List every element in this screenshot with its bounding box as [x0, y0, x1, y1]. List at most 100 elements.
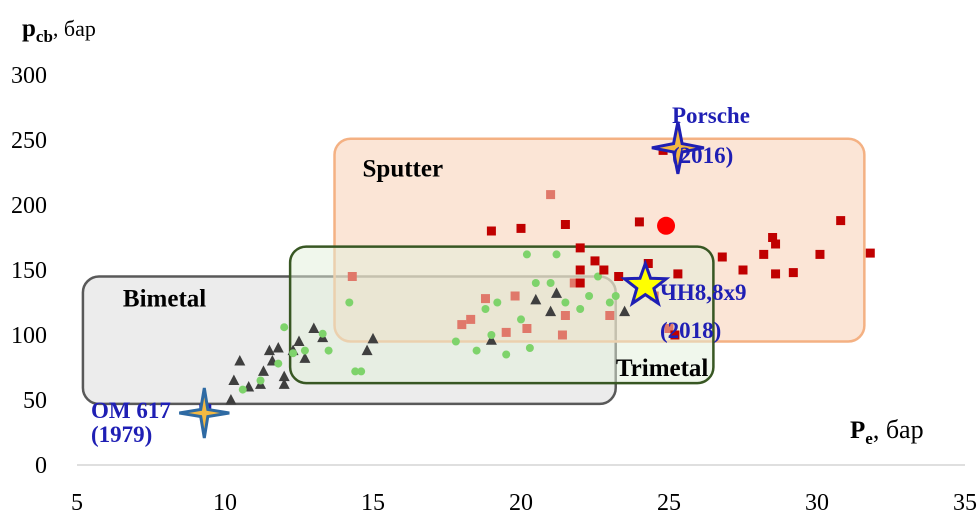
- data-point-triangle: [228, 374, 240, 385]
- x-tick-label: 15: [361, 490, 385, 516]
- data-point-square: [771, 239, 781, 249]
- data-point-triangle: [299, 352, 311, 363]
- data-point-square: [575, 278, 585, 288]
- data-point-square: [546, 190, 556, 200]
- data-point-triangle: [293, 335, 305, 346]
- annotation-label: ОМ 617: [91, 398, 171, 423]
- data-point-circle: [576, 305, 585, 313]
- data-point-circle: [585, 292, 594, 300]
- data-point-square: [516, 223, 526, 233]
- data-point-square: [664, 324, 674, 333]
- data-point-square: [717, 252, 727, 262]
- data-point-square: [510, 291, 520, 301]
- data-point-circle: [487, 331, 496, 339]
- data-point-triangle: [278, 370, 290, 382]
- data-point-square: [836, 216, 846, 226]
- data-point-triangle: [234, 355, 246, 366]
- x-tick-label: 5: [71, 490, 83, 516]
- data-point-square: [466, 314, 476, 324]
- data-point-square: [670, 330, 680, 340]
- region-label-sputter: Sputter: [363, 156, 444, 183]
- data-point-square: [759, 249, 769, 259]
- x-axis-title-main: P: [850, 417, 865, 444]
- data-point-square: [673, 269, 683, 279]
- data-point-square: [522, 324, 532, 333]
- x-tick-label: 10: [213, 490, 237, 516]
- data-point-circle: [502, 350, 511, 359]
- data-point-square: [560, 311, 570, 320]
- data-point-square: [590, 256, 600, 266]
- y-tick-label: 0: [35, 453, 47, 479]
- x-axis-title-unit: , бар: [873, 415, 924, 444]
- x-tick-label: 20: [509, 490, 533, 516]
- data-point-square: [771, 269, 781, 279]
- region-trimetal: [288, 245, 715, 385]
- data-point-square: [347, 272, 357, 281]
- data-point-circle: [357, 367, 366, 376]
- y-tick-label: 150: [11, 258, 47, 284]
- data-point-square: [614, 272, 624, 281]
- data-point-circle: [525, 344, 534, 352]
- star-porsche: [651, 121, 705, 175]
- data-point-square: [738, 265, 748, 275]
- y-tick-label: 200: [11, 193, 47, 219]
- data-point-circle: [256, 376, 265, 385]
- data-point-circle: [318, 329, 327, 338]
- highlight-point: [657, 216, 676, 235]
- data-point-circle: [289, 349, 298, 358]
- data-point-circle: [531, 279, 540, 287]
- data-point-circle: [481, 305, 490, 313]
- data-point-square: [480, 294, 490, 304]
- data-point-square: [788, 268, 798, 278]
- data-point-triangle: [225, 394, 237, 405]
- stars: [179, 121, 705, 439]
- data-point-circle: [552, 250, 561, 259]
- data-point-triangle: [361, 344, 373, 356]
- x-axis-title: Pe, бар: [850, 415, 924, 448]
- data-point-circle: [493, 298, 502, 307]
- x-tick-label: 25: [657, 490, 681, 516]
- data-point-triangle: [272, 342, 284, 353]
- y-tick-label: 250: [11, 128, 47, 154]
- data-point-square: [865, 248, 875, 258]
- data-point-square: [486, 226, 496, 236]
- data-point-square: [575, 243, 585, 253]
- data-point-circle: [561, 298, 570, 307]
- y-axis-title-unit: , бар: [53, 16, 96, 41]
- annotation-year: (2018): [660, 318, 721, 343]
- data-point-circle: [238, 385, 247, 394]
- region-label-bimetal: Bimetal: [123, 286, 206, 313]
- y-tick-label: 100: [11, 323, 47, 349]
- annotation-labels: Porsche (2016) ЧН8,8х9 (2018) ОМ 617(1979): [91, 103, 750, 447]
- x-tick-label: 35: [953, 490, 977, 516]
- y-axis-title: pcb, бар: [22, 15, 96, 46]
- data-point-circle: [351, 367, 360, 376]
- y-axis-title-sub: cb: [36, 27, 53, 46]
- data-point-circle: [611, 292, 620, 300]
- annotation-year: (2016): [672, 143, 733, 168]
- data-point-square: [599, 265, 609, 275]
- x-tick-label: 30: [805, 490, 829, 516]
- x-tick-labels: 5 10 15 20 25 30 35: [71, 490, 977, 516]
- data-point-triangle: [278, 378, 290, 389]
- data-point-square: [501, 327, 511, 337]
- data-point-square: [768, 233, 778, 242]
- y-axis-title-main: p: [22, 15, 36, 42]
- data-point-triangle: [367, 332, 379, 344]
- data-points: [199, 145, 875, 417]
- data-point-circle: [274, 359, 283, 368]
- data-point-square: [605, 311, 615, 320]
- data-point-triangle: [530, 293, 542, 305]
- data-point-triangle: [545, 305, 557, 317]
- data-point-square: [557, 330, 567, 340]
- data-point-triangle: [308, 322, 320, 333]
- data-point-square: [575, 265, 585, 275]
- region-label-trimetal: Trimetal: [616, 355, 709, 382]
- data-point-circle: [546, 279, 555, 287]
- annotation-label: ЧН8,8х9: [660, 280, 747, 305]
- data-point-circle: [451, 337, 460, 346]
- data-point-square: [643, 259, 653, 268]
- data-point-circle: [472, 346, 481, 355]
- star-ch: [620, 259, 671, 308]
